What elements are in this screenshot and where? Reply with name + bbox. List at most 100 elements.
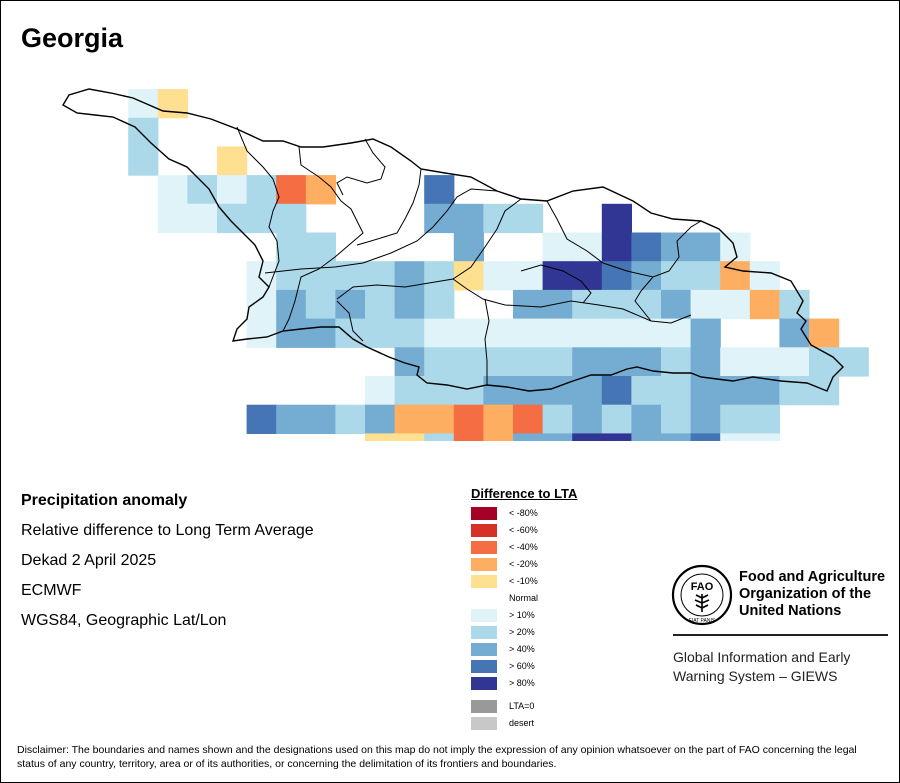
legend-label: < -20% [509, 559, 538, 569]
anomaly-cell [809, 318, 840, 348]
anomaly-cell [690, 404, 721, 434]
anomaly-cell [631, 433, 662, 441]
legend-swatch [471, 592, 497, 605]
legend-entry: > 40% [471, 641, 577, 658]
anomaly-cell [572, 318, 603, 348]
anomaly-cell [305, 175, 336, 205]
anomaly-cell [661, 376, 692, 406]
anomaly-cell [276, 318, 307, 348]
anomaly-cell [749, 376, 780, 406]
legend-swatch [471, 643, 497, 656]
legend-label: < -60% [509, 525, 538, 535]
anomaly-cell [157, 89, 188, 119]
anomaly-cell [453, 404, 484, 434]
country-border [62, 88, 844, 392]
anomaly-cell [720, 289, 751, 320]
legend-swatch [471, 626, 497, 639]
anomaly-cell [513, 404, 544, 434]
anomaly-cell [394, 289, 425, 320]
anomaly-cell [453, 261, 484, 291]
legend-label: > 40% [509, 644, 535, 654]
anomaly-cell [513, 433, 544, 441]
anomaly-grid [128, 89, 869, 441]
anomaly-cell [483, 404, 514, 434]
anomaly-cell [690, 232, 721, 262]
anomaly-cell [394, 347, 425, 377]
anomaly-cell [128, 146, 159, 176]
product-name: Precipitation anomaly [21, 492, 188, 509]
legend-entry: > 20% [471, 624, 577, 641]
anomaly-cell [483, 261, 514, 291]
anomaly-cell [424, 261, 455, 291]
anomaly-cell [513, 318, 544, 348]
disclaimer: Disclaimer: The boundaries and names sho… [17, 744, 857, 770]
anomaly-cell [720, 261, 751, 291]
anomaly-cell [572, 376, 603, 406]
anomaly-cell [424, 376, 455, 406]
anomaly-cell [661, 232, 692, 262]
map-title: Georgia [21, 23, 124, 53]
anomaly-cell [631, 347, 662, 377]
anomaly-cell [157, 203, 188, 234]
anomaly-cell [513, 289, 544, 320]
anomaly-cell [394, 376, 425, 406]
anomaly-cell [513, 203, 544, 234]
legend-label: LTA=0 [509, 701, 535, 711]
legend-entry: < -40% [471, 539, 577, 556]
legend-entry: > 60% [471, 658, 577, 675]
anomaly-cell [690, 433, 721, 441]
legend-entry: desert [471, 715, 577, 732]
anomaly-cell [779, 289, 810, 320]
anomaly-cell [690, 261, 721, 291]
anomaly-cell [749, 289, 780, 320]
anomaly-cell [749, 261, 780, 291]
anomaly-cell [720, 232, 751, 262]
anomaly-cell [128, 117, 159, 147]
anomaly-cell [661, 261, 692, 291]
admin-boundaries [236, 126, 702, 385]
anomaly-cell [690, 318, 721, 348]
anomaly-cell [720, 347, 751, 377]
anomaly-cell [572, 433, 603, 441]
anomaly-cell [631, 404, 662, 434]
system-name-line: Warning System – GIEWS [673, 668, 838, 684]
anomaly-cell [217, 203, 248, 234]
system-name-line: Global Information and Early [673, 649, 851, 665]
anomaly-cell [779, 347, 810, 377]
legend-swatch [471, 660, 497, 673]
anomaly-cell [276, 289, 307, 320]
anomaly-cell [424, 433, 455, 441]
legend-label: < -40% [509, 542, 538, 552]
legend-entry: < -10% [471, 573, 577, 590]
anomaly-cell [217, 146, 248, 176]
anomaly-cell [838, 347, 869, 377]
anomaly-cell [394, 318, 425, 348]
anomaly-cell [483, 433, 514, 441]
legend-entry: < -60% [471, 522, 577, 539]
legend-swatch [471, 507, 497, 520]
legend-label: Normal [509, 593, 539, 603]
anomaly-cell [720, 433, 751, 441]
anomaly-cell [661, 433, 692, 441]
anomaly-cell [453, 318, 484, 348]
anomaly-cell [305, 289, 336, 320]
legend-label: > 80% [509, 678, 535, 688]
anomaly-cell [542, 289, 573, 320]
anomaly-cell [601, 404, 632, 434]
anomaly-cell [690, 289, 721, 320]
anomaly-cell [394, 433, 425, 441]
anomaly-cell [572, 347, 603, 377]
admin-boundary [336, 138, 386, 196]
country-map [62, 88, 869, 441]
anomaly-cell [335, 404, 366, 434]
anomaly-cell [779, 376, 810, 406]
divider [673, 634, 888, 636]
legend-label: desert [509, 718, 535, 728]
anomaly-cell [749, 433, 780, 441]
admin-boundary [452, 278, 692, 324]
legend-extra: LTA=0 desert [471, 698, 577, 732]
anomaly-cell [809, 376, 840, 406]
anomaly-cell [394, 404, 425, 434]
anomaly-cell [453, 376, 484, 406]
